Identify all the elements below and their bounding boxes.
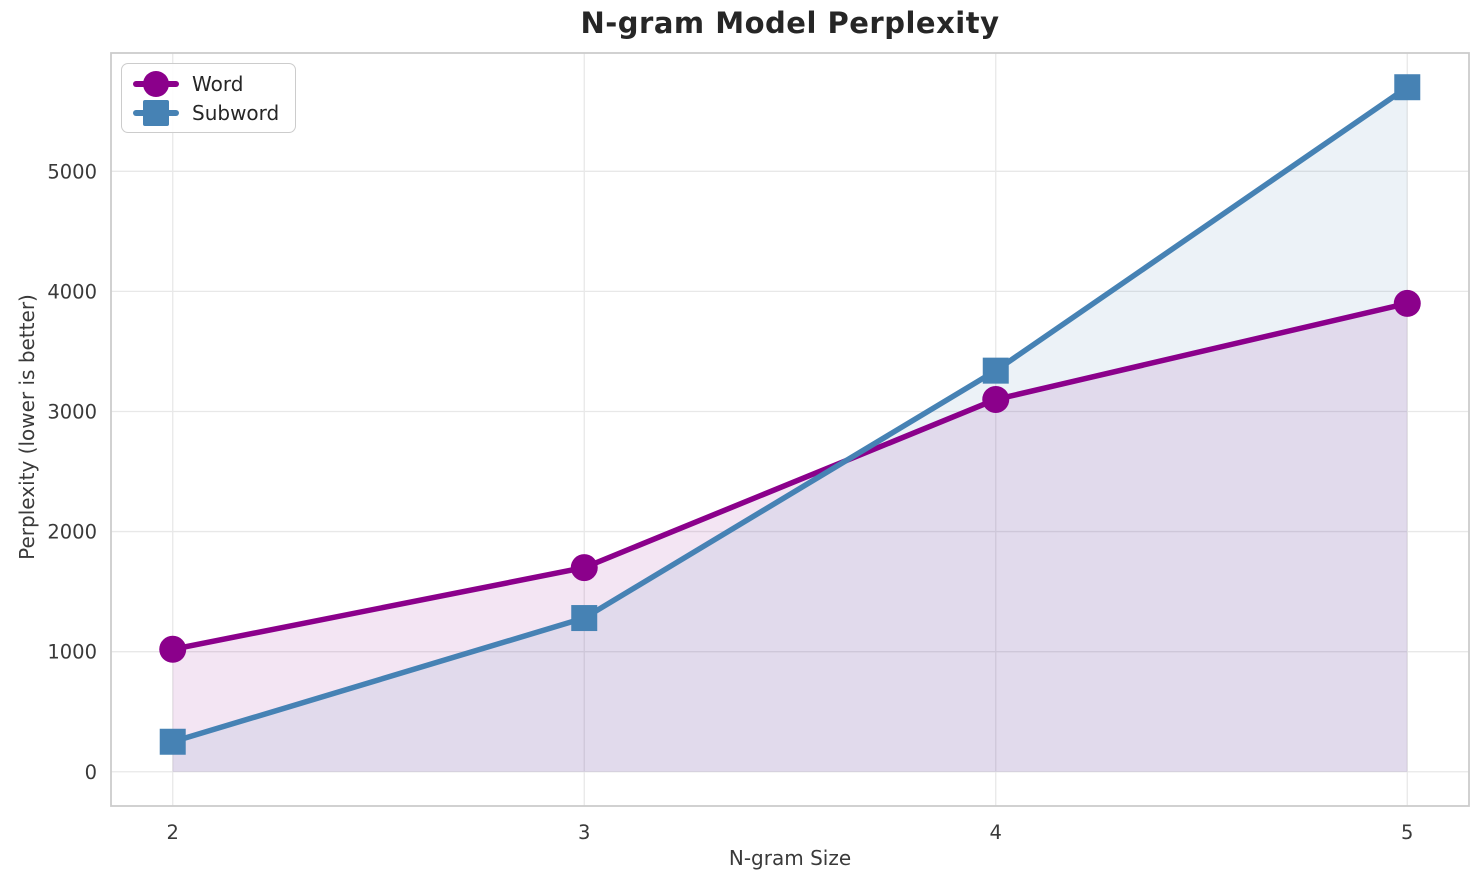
series-word-marker (982, 385, 1010, 413)
series-subword-marker (982, 357, 1009, 384)
subword-line-square-marker-icon (133, 98, 179, 127)
series-word-line (169, 300, 1411, 653)
legend: Word Subword (121, 63, 297, 133)
x-axis-label: N-gram Size (728, 846, 852, 870)
series-word-marker (159, 635, 187, 663)
series-word-marker (570, 554, 598, 582)
chart-title: N-gram Model Perplexity (580, 6, 1000, 40)
x-tick-label: 5 (1401, 821, 1413, 844)
x-tick-label: 4 (990, 821, 1002, 844)
legend-label-subword: Subword (192, 100, 280, 125)
y-tick-label: 5000 (47, 160, 97, 183)
series-word-marker (1393, 289, 1421, 317)
series-word-area (172, 303, 1408, 772)
legend-entry-word: Word (133, 69, 279, 98)
legend-entry-subword: Subword (133, 98, 279, 127)
series-subword-marker (159, 728, 186, 755)
y-tick-label: 0 (85, 761, 97, 784)
x-tick-label: 3 (578, 821, 590, 844)
series-subword-area (172, 87, 1408, 772)
legend-label-word: Word (192, 71, 244, 96)
y-tick-label: 2000 (47, 521, 97, 544)
plot-border (110, 52, 1470, 807)
x-tick-label: 2 (167, 821, 179, 844)
gridlines (111, 53, 1469, 806)
series-subword-marker (1394, 74, 1421, 101)
y-tick-label: 3000 (47, 400, 97, 423)
y-tick-label: 1000 (47, 641, 97, 664)
series-subword-line (169, 84, 1411, 745)
y-tick-label: 4000 (47, 280, 97, 303)
y-axis-label: Perplexity (lower is better) (15, 294, 39, 560)
word-line-circle-marker-icon (133, 69, 179, 98)
series-subword-marker (571, 605, 598, 632)
